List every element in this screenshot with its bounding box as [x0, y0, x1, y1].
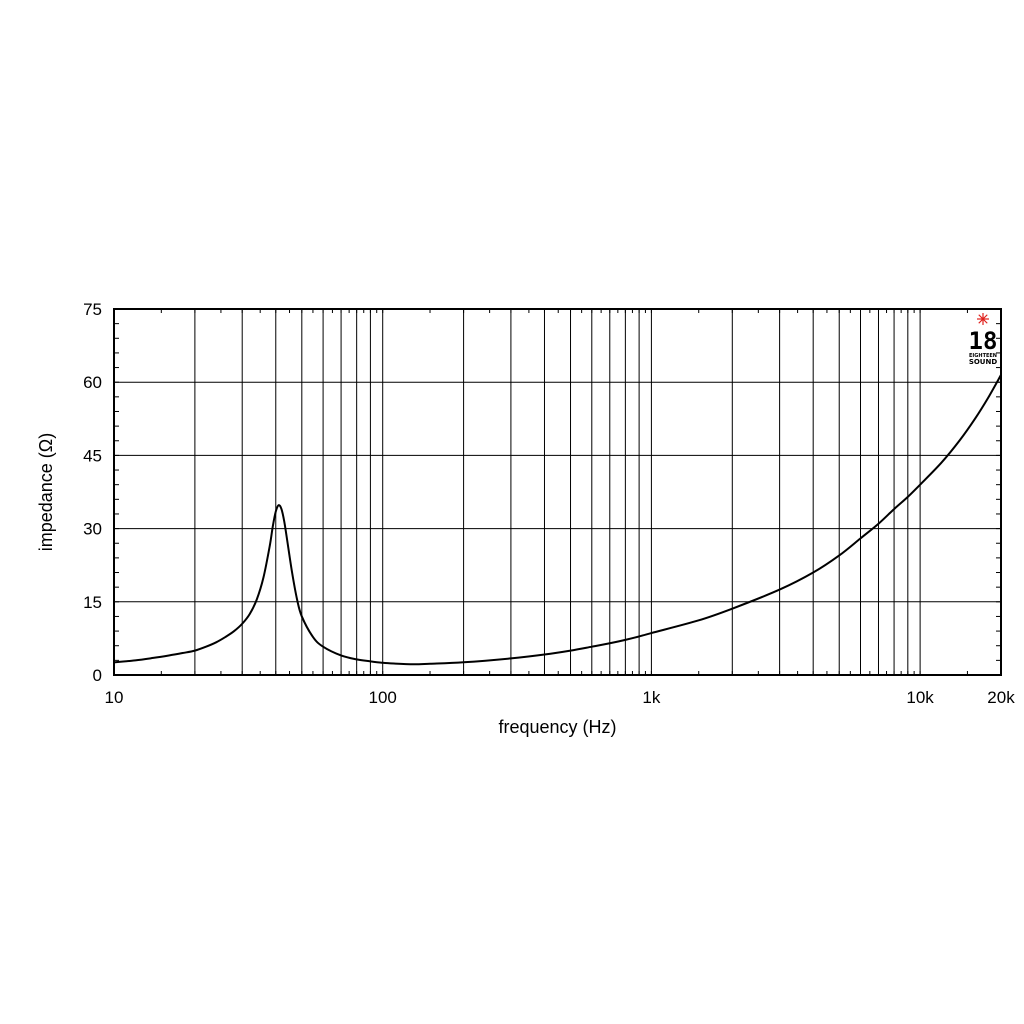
brand-logo: 18 EIGHTEEN SOUND [969, 313, 998, 366]
x-tick-labels: 10 100 1k 10k 20k [105, 688, 1016, 707]
x-axis-label: frequency (Hz) [498, 717, 616, 737]
logo-number: 18 [969, 327, 998, 355]
plot-frame [113, 308, 1002, 676]
y-tick-labels: 0 15 30 45 60 75 [83, 300, 102, 685]
minor-ticks [114, 308, 1001, 676]
y-tick-label: 30 [83, 520, 102, 539]
logo-star-icon [977, 313, 989, 325]
y-tick-label: 75 [83, 300, 102, 319]
x-tick-label: 10k [906, 688, 934, 707]
y-tick-label: 0 [93, 666, 102, 685]
logo-line1: EIGHTEEN [969, 353, 997, 359]
y-tick-label: 45 [83, 446, 102, 465]
x-tick-label: 10 [105, 688, 124, 707]
logo-line2: SOUND [969, 358, 998, 366]
x-tick-label: 1k [642, 688, 660, 707]
series-layer [113, 374, 1002, 666]
logo-star-core [981, 317, 985, 321]
x-tick-label: 20k [987, 688, 1015, 707]
y-axis-label: impedance (Ω) [36, 433, 56, 552]
impedance-curve [113, 374, 1002, 666]
x-tick-label: 100 [369, 688, 397, 707]
y-tick-label: 60 [83, 373, 102, 392]
y-tick-label: 15 [83, 593, 102, 612]
grid [114, 309, 1001, 675]
